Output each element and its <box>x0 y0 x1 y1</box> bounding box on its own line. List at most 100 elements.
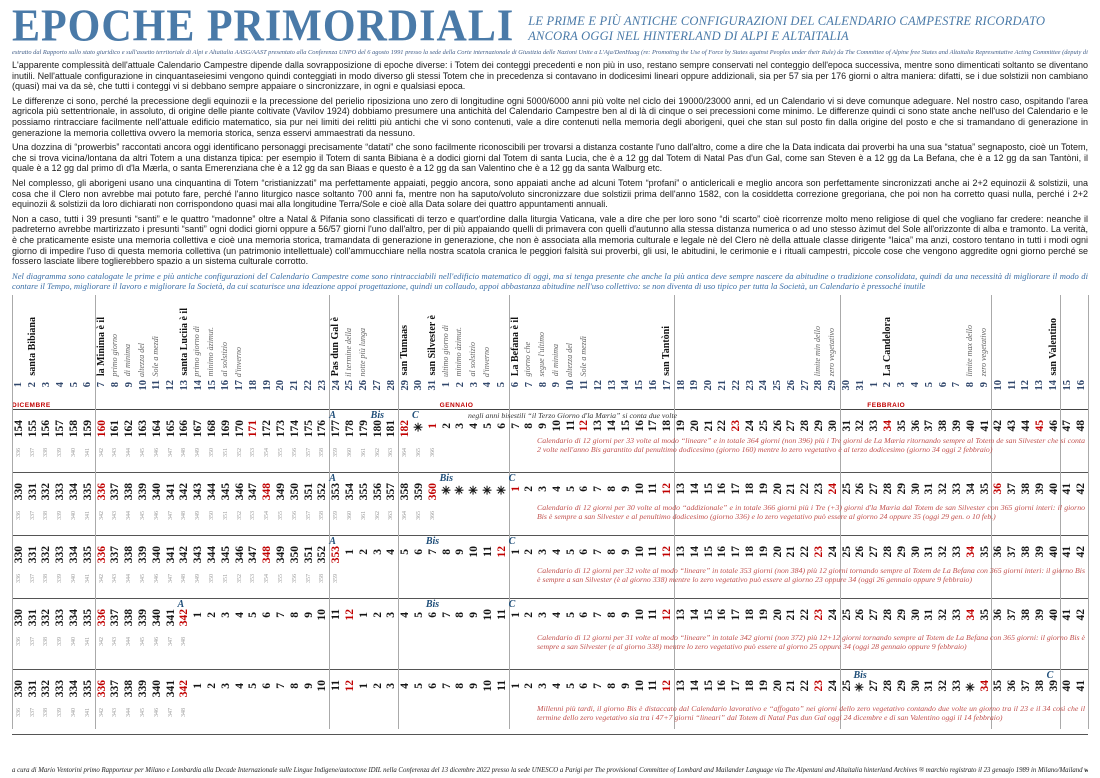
count-cell: 8 <box>606 611 619 618</box>
count-cell-small: 352 <box>236 447 243 457</box>
count-cell: 336 <box>95 679 108 697</box>
count-cell: 1 <box>509 682 522 689</box>
count-cell: 342 <box>178 679 191 697</box>
day-number: 25 <box>344 379 356 391</box>
count-cell-small: 341 <box>84 573 91 583</box>
count-cell: 7 <box>592 611 605 618</box>
day-number: 4 <box>910 382 922 388</box>
count-cell-small: 344 <box>126 636 133 646</box>
day-number: 23 <box>316 379 328 391</box>
day-number: 8 <box>965 382 977 388</box>
count-cell: 29 <box>895 679 908 692</box>
day-number: 21 <box>716 379 728 391</box>
count-cell: 334 <box>68 679 81 697</box>
band-annotation: Millenni più tardi, il giorno Bis è dist… <box>537 703 1085 723</box>
count-cell: 4 <box>550 682 563 689</box>
count-cell: 2 <box>523 611 536 618</box>
count-cell: 344 <box>206 482 219 500</box>
count-cell: 13 <box>675 608 688 621</box>
count-cell-small: 342 <box>98 707 105 717</box>
paragraph: Nel complesso, gli aborigeni usano una c… <box>12 177 1088 210</box>
day-number: 14 <box>620 379 632 391</box>
body-paragraphs: L'apparente complessità dell'attuale Cal… <box>12 60 1088 267</box>
count-cell-small: 356 <box>291 510 298 520</box>
count-cell: 5 <box>412 611 425 618</box>
count-cell: 158 <box>68 419 81 437</box>
diagram-intro-note: Nel diagramma sono catalogate le prime e… <box>12 270 1088 291</box>
abc-marker: Bis <box>439 472 453 484</box>
count-cell-small: 360 <box>346 447 353 457</box>
day-number: 6 <box>937 382 949 388</box>
count-cell: 5 <box>564 682 577 689</box>
count-cell: 8 <box>288 611 301 618</box>
count-cell: 36 <box>992 608 1005 621</box>
count-cell: 160 <box>95 419 108 437</box>
count-cell: 337 <box>109 679 122 697</box>
count-cell: 42 <box>1075 608 1088 621</box>
count-cell: 339 <box>137 482 150 500</box>
day-number: 25 <box>772 379 784 391</box>
count-cell: 159 <box>81 419 94 437</box>
count-cell: 14 <box>688 679 701 692</box>
day-number: 28 <box>813 379 825 391</box>
grid-line <box>674 294 676 729</box>
count-cell: 335 <box>81 608 94 626</box>
count-cell: 341 <box>164 608 177 626</box>
count-cell: 1 <box>426 422 439 429</box>
count-cell: 6 <box>578 611 591 618</box>
count-cell-small: 342 <box>98 573 105 583</box>
count-cell: 172 <box>261 419 274 437</box>
count-cell: 33 <box>950 608 963 621</box>
count-cell: 1 <box>509 548 522 555</box>
count-cell: 37 <box>1006 608 1019 621</box>
count-cell: 9 <box>619 611 632 618</box>
count-cell-small: 340 <box>71 707 78 717</box>
count-cell: 3 <box>537 682 550 689</box>
day-number: 5 <box>68 382 80 388</box>
day-number: 14 <box>192 379 204 391</box>
count-cell: 6 <box>412 548 425 555</box>
count-cell-small: 346 <box>153 447 160 457</box>
day-number: 20 <box>703 379 715 391</box>
count-cell: ✳ <box>440 482 453 497</box>
grid-line <box>991 294 993 729</box>
count-cell: 7 <box>440 611 453 618</box>
count-cell-small: 342 <box>98 447 105 457</box>
totem-description: zero vegetativo <box>978 328 988 377</box>
totem-label: La Candelora <box>882 316 894 376</box>
calendar-band band-1: 154 336 155 337 156 338 157 339 158 340 159 341 160 3… <box>12 410 1088 473</box>
count-cell: 3 <box>371 548 384 555</box>
footer-text: a cura di Mario Ventorini primo Rapporte… <box>12 767 1085 774</box>
count-cell: 9 <box>302 682 315 689</box>
abc-marker: C <box>412 409 419 421</box>
count-cell: 12 <box>495 545 508 558</box>
count-cell: 343 <box>192 482 205 500</box>
day-number: 10 <box>992 379 1004 391</box>
count-cell: 8 <box>523 422 536 429</box>
count-cell-small: 345 <box>140 573 147 583</box>
count-cell: 5 <box>247 682 260 689</box>
count-cell: 347 <box>247 482 260 500</box>
count-cell: 333 <box>54 608 67 626</box>
totem-description: zero vegetativo <box>826 328 836 377</box>
abc-marker: Bis <box>425 535 440 547</box>
count-cell: 18 <box>744 679 757 692</box>
count-cell: 28 <box>881 679 894 692</box>
count-cell: 26 <box>854 608 867 621</box>
count-cell-small: 344 <box>126 707 133 717</box>
abc-marker: C <box>508 598 516 610</box>
count-cell: 2 <box>440 422 453 429</box>
count-cell: 40 <box>1061 679 1074 692</box>
band-annotation: Calendario di 12 giorni per 32 volte al … <box>537 565 1085 585</box>
count-cell: 2 <box>371 682 384 689</box>
count-cell-small: 363 <box>388 447 395 457</box>
count-cell-small: 340 <box>71 573 78 583</box>
count-cell: 330 <box>12 679 25 697</box>
count-cell: 15 <box>702 679 715 692</box>
count-cell: 10 <box>481 679 494 692</box>
band-annotation: Calendario di 12 giorni per 31 volte al … <box>537 632 1085 652</box>
abc-marker: Bis <box>425 598 440 610</box>
grid-line <box>1060 294 1062 729</box>
day-number: 7 <box>523 382 535 388</box>
day-number: 23 <box>744 379 756 391</box>
